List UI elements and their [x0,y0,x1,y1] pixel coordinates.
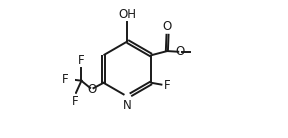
Text: N: N [123,99,132,112]
Text: F: F [62,73,68,86]
Text: O: O [176,45,185,58]
Text: F: F [164,79,170,92]
Text: OH: OH [118,8,137,21]
Text: F: F [71,95,78,108]
Text: O: O [162,20,171,33]
Text: O: O [87,83,96,95]
Text: F: F [78,54,85,67]
